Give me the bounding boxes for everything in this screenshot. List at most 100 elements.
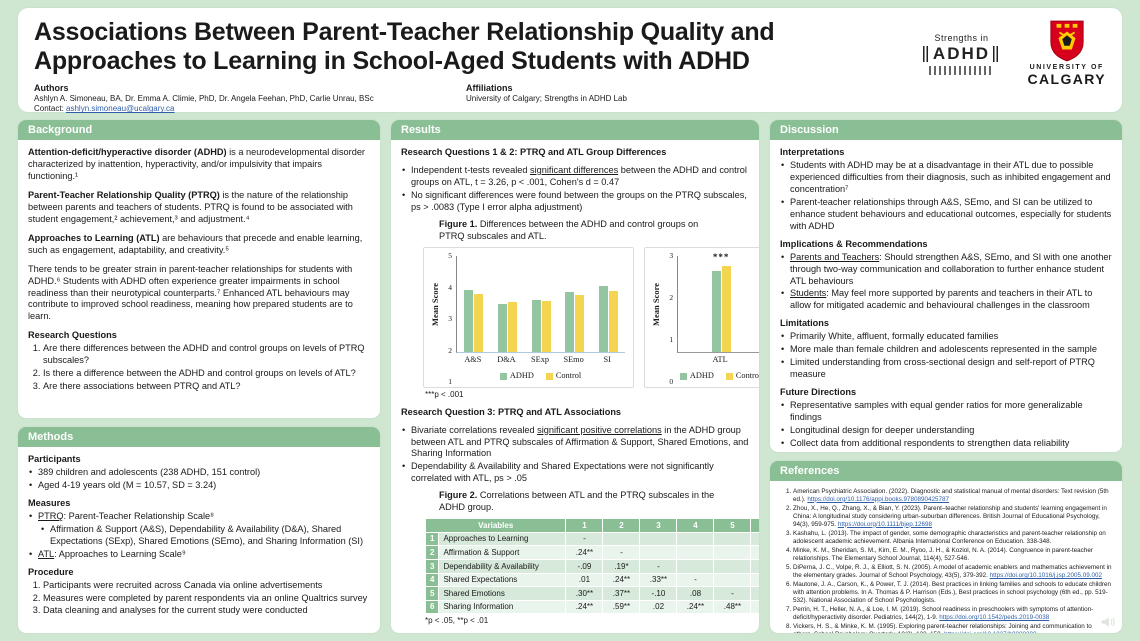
measure-item-text: : Approaches to Learning Scale⁹	[54, 548, 186, 559]
table-row: 1 Approaches to Learning -	[424, 531, 759, 547]
result-bullet: Dependability & Availability and Shared …	[401, 461, 749, 485]
legend-swatch	[499, 373, 507, 381]
participants-heading: Participants	[28, 454, 81, 464]
participant-item: Aged 4-19 years old (M = 10.57, SD = 3.2…	[28, 480, 370, 492]
rq12-heading: Research Questions 1 & 2: PTRQ and ATL G…	[401, 147, 667, 157]
x-tick-label: A&S	[464, 354, 482, 364]
measures-heading: Measures	[28, 497, 71, 508]
result-bullet-text: Independent t-tests revealed	[411, 164, 531, 175]
result-bullet: No significant differences were found be…	[401, 190, 749, 214]
paragraph-text: There tends to be greater strain in pare…	[28, 263, 353, 322]
poster-title: Associations Between Parent-Teacher Rela…	[34, 18, 1106, 76]
background-section-title: Background	[18, 120, 380, 140]
variable-label: Approaches to Learning	[438, 531, 567, 547]
interpretation-item-text: Students with ADHD may be at a disadvant…	[790, 159, 1111, 194]
y-tick-label: 1	[448, 377, 453, 387]
figure1-caption: Figure 1. Differences between the ADHD a…	[439, 219, 717, 243]
legend-item: ADHD	[679, 371, 714, 382]
reference-doi-link[interactable]: https://doi.org/10.1542/peds.2019-0038	[939, 613, 1050, 621]
table-row: 4 Shared Expectations .01.24** .33** -	[424, 572, 759, 588]
limitation-item: More male than female children and adole…	[780, 344, 1112, 356]
correlation-value	[676, 559, 715, 574]
discussion-section: Discussion Interpretations Students with…	[770, 120, 1122, 452]
affiliations-text: University of Calgary; Strengths in ADHD…	[466, 94, 627, 103]
research-question-text: Is there a difference between the ADHD a…	[43, 368, 356, 379]
bar-group-sexp	[524, 256, 558, 352]
variable-label: Affirmation & Support	[438, 545, 567, 561]
reference-doi-link[interactable]: https://doi.org/10.1016/j.jsp.2005.09.00…	[989, 571, 1102, 579]
correlation-value: .30**	[565, 586, 604, 601]
figure2-correlation-table: Variables1234561Approaches to Learning-2…	[424, 518, 759, 615]
paragraph-text: is a neurodevelopmental disorder charact…	[28, 147, 365, 181]
reference-doi-link[interactable]: https://doi.org/10.1176/appi.books.97808…	[807, 495, 950, 503]
bar-adhd-si	[598, 285, 608, 352]
x-tick-label: ATL	[712, 354, 728, 364]
variable-label: Shared Expectations	[438, 572, 567, 588]
limitation-item-text: More male than female children and adole…	[790, 344, 1097, 355]
procedure-step: Participants were recruited across Canad…	[43, 580, 370, 592]
paragraph-text: are behaviours that precede and enable l…	[28, 232, 363, 255]
correlation-value: -	[750, 599, 759, 615]
paragraph-lead: Attention-deficit/hyperactive disorder (…	[28, 147, 227, 157]
correlation-value: -.09	[565, 559, 604, 574]
correlation-value: -	[676, 572, 715, 588]
measure-item: PTRQ: Parent-Teacher Relationship Scale⁸	[28, 511, 370, 523]
figure1-atl-chart: Mean Score 0 1 2 3 *** ATL ADHD Control	[644, 246, 759, 389]
discussion-section-title: Discussion	[770, 120, 1122, 140]
reference-text: American Psychiatric Association. (2022)…	[793, 488, 1109, 503]
rq3-bullets: Bivariate correlations revealed signific…	[401, 425, 749, 486]
procedure-step-text: Participants were recruited across Canad…	[43, 579, 323, 590]
table-header-row: Variables123456	[424, 518, 759, 533]
interpretations-heading: Interpretations	[780, 147, 845, 157]
discussion-body: Interpretations Students with ADHD may b…	[770, 140, 1122, 452]
limitations-list: Primarily White, affluent, formally educ…	[780, 331, 1112, 381]
paragraph-lead: Approaches to Learning (ATL)	[28, 232, 160, 243]
background-paragraph: Parent-Teacher Relationship Quality (PTR…	[28, 190, 370, 226]
row-number: 4	[424, 572, 440, 588]
bar-adhd-semo	[565, 292, 575, 352]
bar-control-as	[474, 293, 484, 352]
bar-group-as	[457, 256, 491, 352]
correlation-value: .24**	[676, 599, 715, 615]
barbell-left-icon	[922, 45, 930, 62]
result-bullet: Bivariate correlations revealed signific…	[401, 425, 749, 461]
strengths-logo-barbell: ADHD	[913, 44, 1009, 64]
legend-swatch	[545, 373, 553, 381]
future-direction-item-text: Collect data from additional respondents…	[790, 437, 1070, 448]
legend-label: ADHD	[509, 371, 534, 381]
measure-item: ATL: Approaches to Learning Scale⁹	[28, 549, 370, 561]
correlation-value	[602, 531, 641, 547]
procedure-step: Data cleaning and analyses for the curre…	[43, 605, 370, 617]
research-questions-list: Are there differences between the ADHD a…	[28, 343, 370, 393]
correlation-value: -.10	[639, 586, 678, 601]
reference-doi-link[interactable]: https://doi.org/10.1037/h0088300	[944, 631, 1036, 633]
chart-legend: ADHD Control	[677, 371, 759, 382]
contact-email-link[interactable]: ashlyn.simoneau@ucalgary.ca	[66, 104, 175, 114]
y-tick-label: 3	[669, 250, 674, 260]
paragraph-lead: Parent-Teacher Relationship Quality (PTR…	[28, 189, 220, 200]
correlation-value: .08	[676, 586, 715, 601]
paragraph-text: is the nature of the relationship betwee…	[28, 189, 353, 224]
significance-stars: ***	[712, 251, 730, 262]
reference-doi-link[interactable]: https://doi.org/10.1111/bjep.12698	[837, 520, 932, 528]
future-direction-item: Representative samples with equal gender…	[780, 400, 1112, 424]
figure2-note: *p < .05, **p < .01	[425, 616, 489, 626]
bar-control-si	[608, 290, 618, 352]
logos: Strengths in ADHD UNIVER	[913, 20, 1106, 87]
audio-icon[interactable]	[1100, 615, 1116, 629]
procedure-step-text: Data cleaning and analyses for the curre…	[43, 605, 308, 616]
reference-text: DiPerna, J. C., Volpe, R. J., & Elliott,…	[793, 564, 1112, 579]
research-question: Are there differences between the ADHD a…	[43, 343, 370, 367]
plot-area	[456, 255, 626, 353]
column-header: 1	[565, 518, 604, 533]
procedure-step: Measures were completed by parent respon…	[43, 593, 370, 605]
x-tick-label: SEmo	[563, 354, 584, 364]
y-axis-ticks: 1 2 3 4 5	[441, 251, 453, 387]
x-tick-label: SExp	[531, 354, 550, 364]
references-section: References American Psychiatric Associat…	[770, 461, 1122, 633]
background-paragraph: Approaches to Learning (ATL) are behavio…	[28, 233, 370, 257]
future-direction-item-text: Longitudinal design for deeper understan…	[790, 425, 975, 436]
correlation-value: -	[713, 586, 752, 601]
correlation-value	[750, 531, 759, 547]
barbell-right-icon	[993, 45, 1001, 62]
